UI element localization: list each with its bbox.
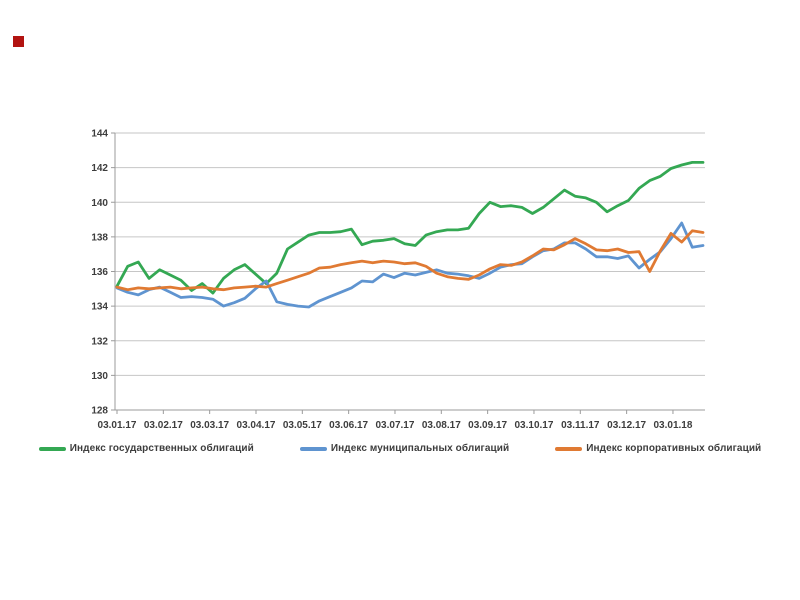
x-axis-label-11: 03.12.17 <box>607 420 646 431</box>
legend-swatch-blue <box>299 446 327 451</box>
y-axis-label-132: 132 <box>91 336 108 347</box>
y-axis-label-130: 130 <box>91 371 108 382</box>
legend-item-municipal-bonds: Индекс муниципальных облигаций <box>299 443 510 454</box>
legend-swatch-orange <box>555 446 583 451</box>
series-line-2 <box>115 229 705 292</box>
chart-legend: Индекс государственных облигаций Индекс … <box>0 443 800 454</box>
legend-item-government-bonds: Индекс государственных облигаций <box>38 443 254 454</box>
legend-label-corporate-bonds: Индекс корпоративных облигаций <box>586 443 762 454</box>
legend-label-government-bonds: Индекс государственных облигаций <box>69 443 254 454</box>
y-axis-label-136: 136 <box>91 267 108 278</box>
x-axis-label-3: 03.04.17 <box>237 420 276 431</box>
x-axis-label-0: 03.01.17 <box>98 420 137 431</box>
x-axis-label-1: 03.02.17 <box>144 420 183 431</box>
red-marker <box>13 36 24 47</box>
y-axis-label-144: 144 <box>91 129 108 140</box>
x-axis-label-6: 03.07.17 <box>376 420 415 431</box>
x-axis-label-8: 03.09.17 <box>468 420 507 431</box>
x-axis-label-2: 03.03.17 <box>190 420 229 431</box>
x-axis-label-9: 03.10.17 <box>515 420 554 431</box>
y-axis-label-142: 142 <box>91 163 108 174</box>
y-axis-label-134: 134 <box>91 302 108 313</box>
x-axis-label-10: 03.11.17 <box>561 420 600 431</box>
legend-item-corporate-bonds: Индекс корпоративных облигаций <box>555 443 761 454</box>
legend-label-municipal-bonds: Индекс муниципальных облигаций <box>330 443 510 454</box>
x-axis-label-7: 03.08.17 <box>422 420 461 431</box>
y-axis-label-138: 138 <box>91 232 108 243</box>
y-axis-label-128: 128 <box>91 406 108 417</box>
x-axis-label-12: 03.01.18 <box>653 420 692 431</box>
x-axis-label-4: 03.05.17 <box>283 420 322 431</box>
series-line-0 <box>115 160 705 295</box>
series-line-1 <box>115 221 705 309</box>
legend-swatch-green <box>38 446 66 451</box>
y-axis-label-140: 140 <box>91 198 108 209</box>
x-axis-label-5: 03.06.17 <box>329 420 368 431</box>
